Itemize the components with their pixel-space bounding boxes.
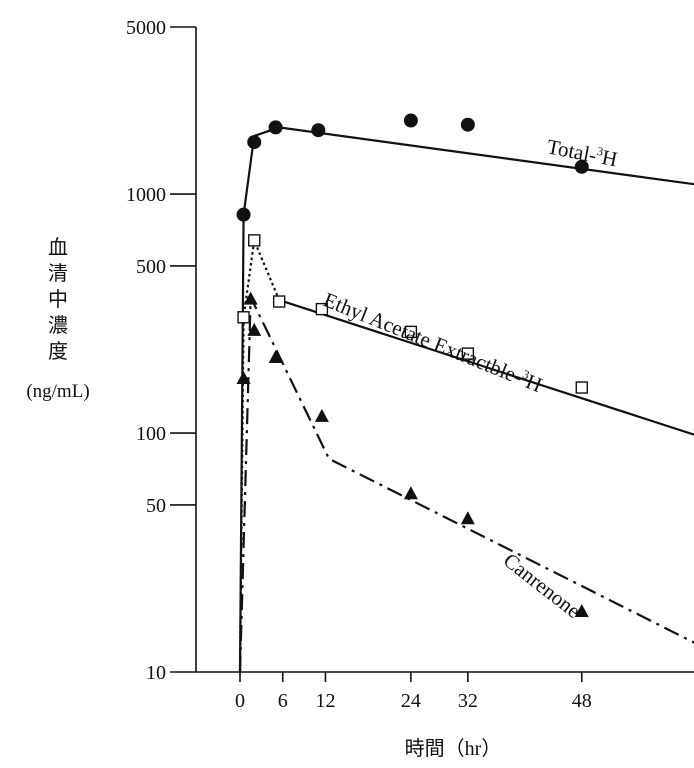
data-point-circle (268, 120, 283, 135)
data-point-circle (460, 117, 475, 132)
data-point-triangle (314, 408, 329, 422)
y-tick-label: 50 (146, 495, 166, 517)
fit-line-0 (238, 126, 694, 673)
data-point-triangle (236, 370, 251, 384)
y-axis-unit: (ng/mL) (26, 381, 89, 402)
y-axis-label-char: 度 (48, 340, 68, 363)
y-axis-label-char: 血 (48, 236, 68, 259)
data-point-triangle (247, 322, 262, 336)
data-point-circle (236, 207, 251, 222)
y-axis-label-char: 濃 (48, 314, 68, 337)
x-tick-label: 6 (278, 690, 288, 712)
data-point-square (248, 234, 261, 247)
x-tick-label: 24 (401, 690, 421, 712)
data-point-circle (403, 113, 418, 128)
x-tick-label: 0 (235, 690, 245, 712)
series-label-2: Canrenone (499, 548, 585, 623)
y-tick-label: 5000 (126, 17, 166, 39)
data-point-triangle (460, 511, 475, 525)
y-axis-label-char: 清 (48, 262, 68, 285)
data-point-square (237, 311, 250, 324)
x-tick-label: 12 (315, 690, 335, 712)
data-point-square (272, 295, 286, 308)
series-label-1: Ethyl Acetate Extractble-3H (320, 287, 545, 397)
y-axis-label-char: 中 (48, 288, 68, 311)
fit-line-1 (278, 299, 694, 436)
y-tick-label: 100 (136, 423, 166, 445)
data-point-square (315, 302, 329, 316)
data-point-circle (311, 123, 326, 138)
data-point-circle (247, 135, 262, 150)
data-point-triangle (268, 350, 283, 364)
data-point-square (575, 381, 588, 394)
y-tick-label: 500 (136, 256, 166, 278)
data-point-circle (574, 159, 589, 174)
y-tick-label: 10 (146, 662, 166, 684)
data-point-triangle (403, 486, 418, 500)
x-axis-label: 時間（hr） (405, 737, 502, 760)
fit-line-1-early (238, 239, 281, 673)
x-tick-label: 32 (458, 690, 478, 712)
data-point-triangle (574, 603, 589, 617)
data-point-triangle (243, 291, 258, 305)
data-point-square (404, 325, 418, 339)
axes: 105010050010005000061224324872時間（hr）血清中濃… (26, 17, 694, 760)
y-tick-label: 1000 (126, 184, 166, 206)
data-markers (236, 113, 589, 617)
data-point-square (461, 347, 475, 360)
fit-line-2 (238, 296, 694, 673)
fit-lines (238, 126, 694, 673)
x-tick-label: 48 (572, 690, 592, 712)
